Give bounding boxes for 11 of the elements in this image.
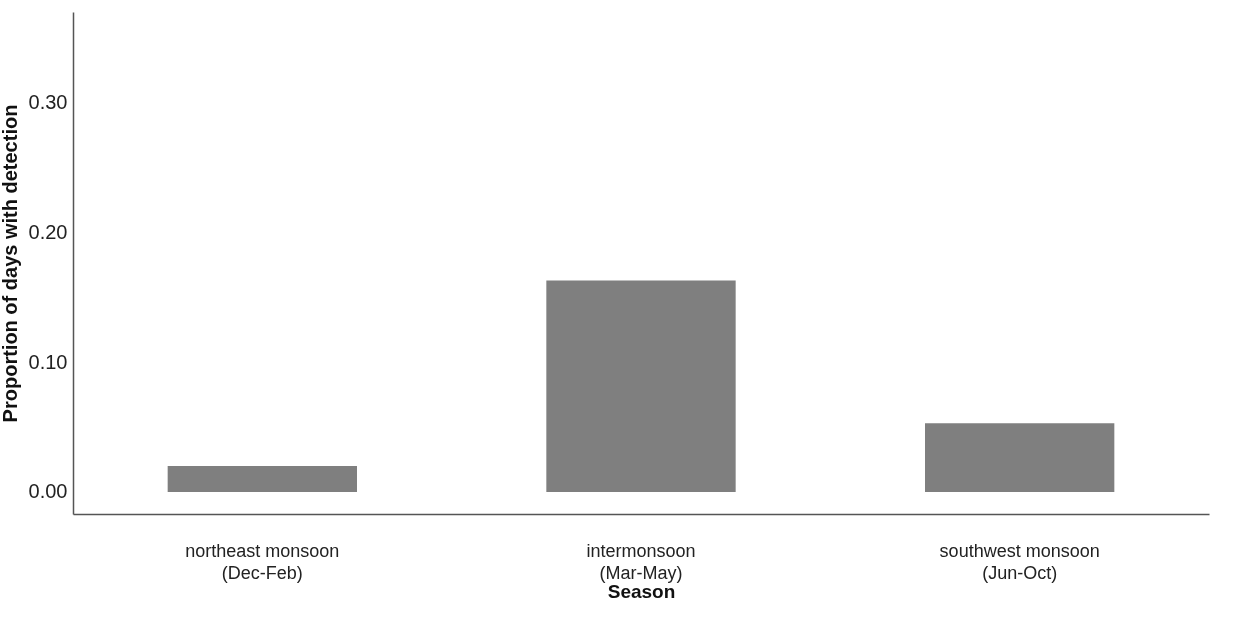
y-tick-label: 0.10 xyxy=(28,350,68,373)
bar xyxy=(167,466,357,492)
bar xyxy=(546,280,736,492)
y-tick-label: 0.20 xyxy=(28,221,68,244)
x-tick-label: intermonsoon (Mar-May) xyxy=(586,540,696,583)
x-tick-label: southwest monsoon (Jun-Oct) xyxy=(939,540,1100,583)
y-tick-label: 0.30 xyxy=(28,91,68,114)
y-axis-title: Proportion of days with detection xyxy=(0,104,21,423)
y-tick-label: 0.00 xyxy=(28,480,68,503)
bar xyxy=(925,423,1115,492)
x-tick-label: northeast monsoon (Dec-Feb) xyxy=(185,540,340,583)
